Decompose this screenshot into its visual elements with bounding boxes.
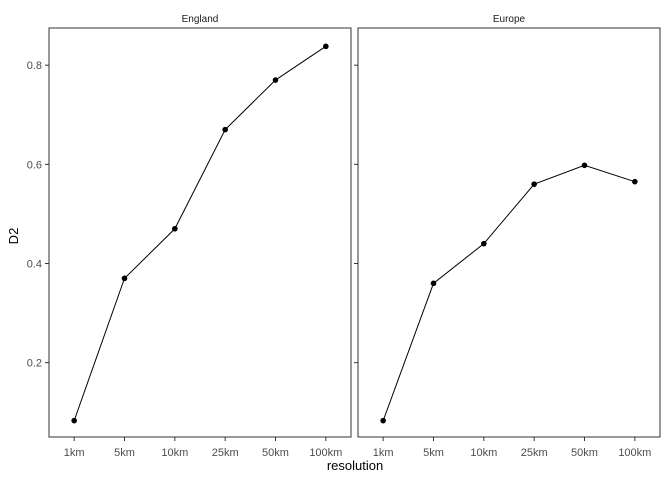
data-point xyxy=(531,181,537,187)
data-point xyxy=(632,178,638,185)
y-tick-label: 0.4 xyxy=(27,258,42,270)
y-tick-label: 0.2 xyxy=(27,358,42,370)
x-tick-label: 5km xyxy=(114,447,135,459)
data-point xyxy=(222,126,228,133)
x-tick-label: 5km xyxy=(423,447,444,459)
facet-panel-europe: Europe 1km 5km 10km 25km 50km 100km xyxy=(354,14,661,459)
data-point xyxy=(272,77,279,83)
facets-layer: England 1km 5km 10km 25km 50km 100km 0.2 0.4 0.6 0… xyxy=(27,14,661,459)
x-tick-label: 1km xyxy=(373,447,394,459)
data-point xyxy=(172,225,178,232)
panel-border xyxy=(357,27,661,438)
data-point xyxy=(581,162,588,169)
facet-panel-england: England 1km 5km 10km 25km 50km 100km 0.2 0.4 0.6 0… xyxy=(27,14,352,459)
x-axis-title: resolution xyxy=(327,458,383,473)
series-line xyxy=(73,45,327,421)
y-tick-label: 0.6 xyxy=(27,159,42,171)
y-tick-label: 0.8 xyxy=(27,60,42,72)
x-tick-label: 25km xyxy=(521,447,548,459)
x-tick-label: 1km xyxy=(64,447,85,459)
data-point xyxy=(430,280,437,287)
x-tick-label: 100km xyxy=(309,447,342,459)
panel-border xyxy=(48,27,352,438)
x-tick-label: 100km xyxy=(618,447,651,459)
x-tick-label: 10km xyxy=(470,447,497,459)
x-tick-label: 25km xyxy=(212,447,239,459)
data-point xyxy=(323,43,329,50)
data-point xyxy=(380,417,386,424)
x-tick-label: 50km xyxy=(571,447,598,459)
data-point xyxy=(71,417,77,424)
strip-label: England xyxy=(182,14,219,25)
series-line xyxy=(382,164,635,421)
x-tick-label: 50km xyxy=(262,447,289,459)
y-axis-title: D2 xyxy=(6,228,21,245)
data-point xyxy=(481,240,487,247)
strip-label: Europe xyxy=(493,14,526,25)
x-tick-label: 10km xyxy=(161,447,188,459)
data-point xyxy=(121,275,128,282)
